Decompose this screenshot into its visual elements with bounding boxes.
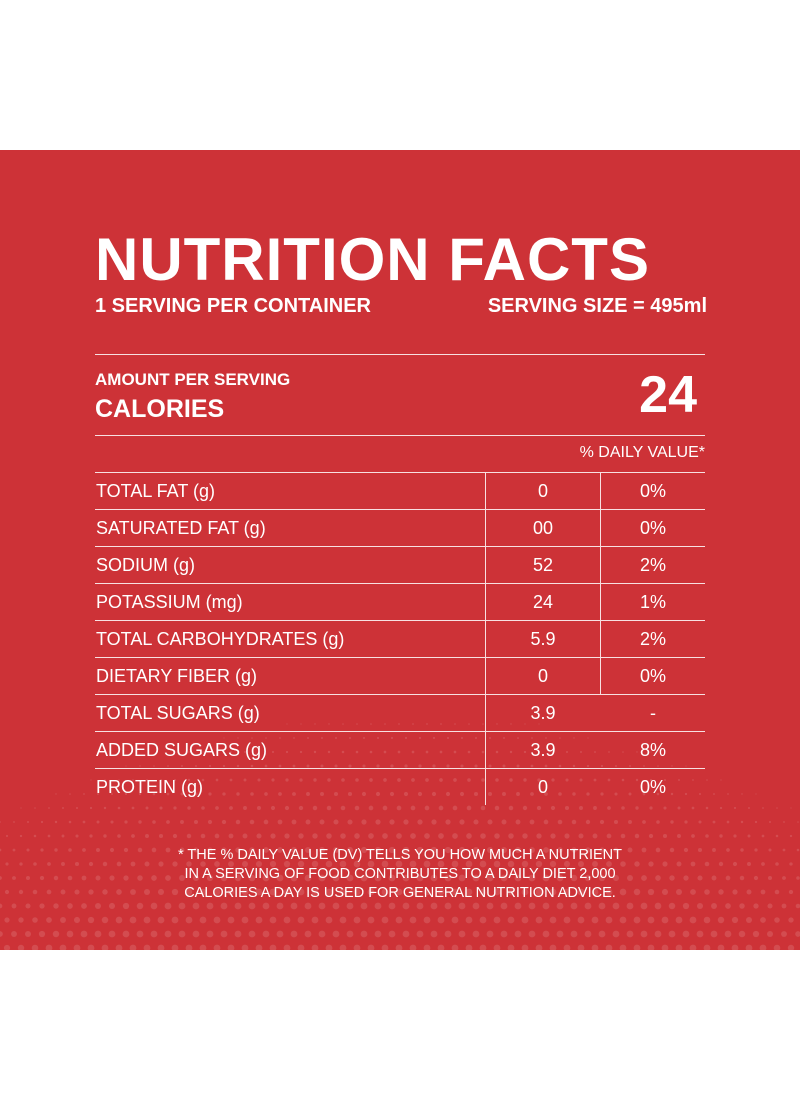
nutrition-facts-title: NUTRITION FACTS: [95, 226, 650, 293]
nutrient-daily-value: 2%: [600, 547, 705, 583]
nutrient-amount: 0: [485, 473, 600, 509]
table-row: ADDED SUGARS (g) 3.9 8%: [95, 732, 705, 769]
nutrient-daily-value: 8%: [639, 740, 666, 760]
nutrient-amount: 0: [485, 658, 600, 694]
divider-calories: [95, 435, 705, 436]
nutrient-table: TOTAL FAT (g) 0 0% SATURATED FAT (g) 00 …: [95, 472, 705, 805]
nutrient-daily-value: 2%: [600, 621, 705, 657]
nutrient-name: SATURATED FAT (g): [96, 518, 266, 538]
nutrient-daily-value: 0%: [600, 658, 705, 694]
nutrient-amount: 3.9: [485, 732, 600, 768]
table-row: TOTAL FAT (g) 0 0%: [95, 473, 705, 510]
nutrient-name: DIETARY FIBER (g): [96, 666, 258, 686]
divider-top: [95, 354, 705, 355]
table-row: POTASSIUM (mg) 24 1%: [95, 584, 705, 621]
nutrient-name: TOTAL SUGARS (g): [96, 703, 260, 723]
halftone-dot-pattern: [0, 723, 800, 950]
nutrient-name: PROTEIN (g): [96, 777, 204, 797]
nutrient-name: TOTAL CARBOHYDRATES (g): [96, 629, 345, 649]
daily-value-footnote: * THE % DAILY VALUE (DV) TELLS YOU HOW M…: [150, 846, 650, 903]
nutrient-daily-value: 1%: [600, 584, 705, 620]
table-row: DIETARY FIBER (g) 0 0%: [95, 658, 705, 695]
nutrient-amount: 5.9: [485, 621, 600, 657]
nutrition-panel: NUTRITION FACTS 1 SERVING PER CONTAINER …: [0, 150, 800, 950]
nutrient-amount: 52: [485, 547, 600, 583]
nutrient-daily-value: 0%: [600, 473, 705, 509]
nutrient-daily-value: 0%: [639, 777, 666, 797]
table-row: PROTEIN (g) 0 0%: [95, 769, 705, 805]
table-row: SATURATED FAT (g) 00 0%: [95, 510, 705, 547]
servings-per-container: 1 SERVING PER CONTAINER: [95, 295, 371, 317]
nutrient-name: SODIUM (g): [96, 555, 195, 575]
nutrient-daily-value: 0%: [600, 510, 705, 546]
amount-per-serving-label: AMOUNT PER SERVING: [95, 370, 291, 389]
table-row: TOTAL SUGARS (g) 3.9 -: [95, 695, 705, 732]
calories-value: 24: [639, 366, 697, 424]
nutrient-amount: 00: [485, 510, 600, 546]
nutrient-name: ADDED SUGARS (g): [96, 740, 268, 760]
serving-size: SERVING SIZE = 495ml: [487, 295, 707, 317]
nutrient-daily-value: -: [650, 703, 656, 723]
nutrient-name: TOTAL FAT (g): [96, 481, 216, 501]
calories-label: CALORIES: [95, 395, 225, 423]
footnote-line: * THE % DAILY VALUE (DV) TELLS YOU HOW M…: [178, 847, 622, 863]
nutrient-amount: 3.9: [485, 695, 600, 731]
serving-info: 1 SERVING PER CONTAINER SERVING SIZE = 4…: [95, 294, 707, 318]
nutrient-name: POTASSIUM (mg): [96, 592, 243, 612]
nutrient-amount: 24: [485, 584, 600, 620]
footnote-line: IN A SERVING OF FOOD CONTRIBUTES TO A DA…: [184, 866, 616, 882]
daily-value-header: % DAILY VALUE*: [579, 444, 705, 461]
table-row: SODIUM (g) 52 2%: [95, 547, 705, 584]
nutrient-amount: 0: [485, 769, 600, 805]
footnote-line: CALORIES A DAY IS USED FOR GENERAL NUTRI…: [184, 885, 616, 901]
table-row: TOTAL CARBOHYDRATES (g) 5.9 2%: [95, 621, 705, 658]
